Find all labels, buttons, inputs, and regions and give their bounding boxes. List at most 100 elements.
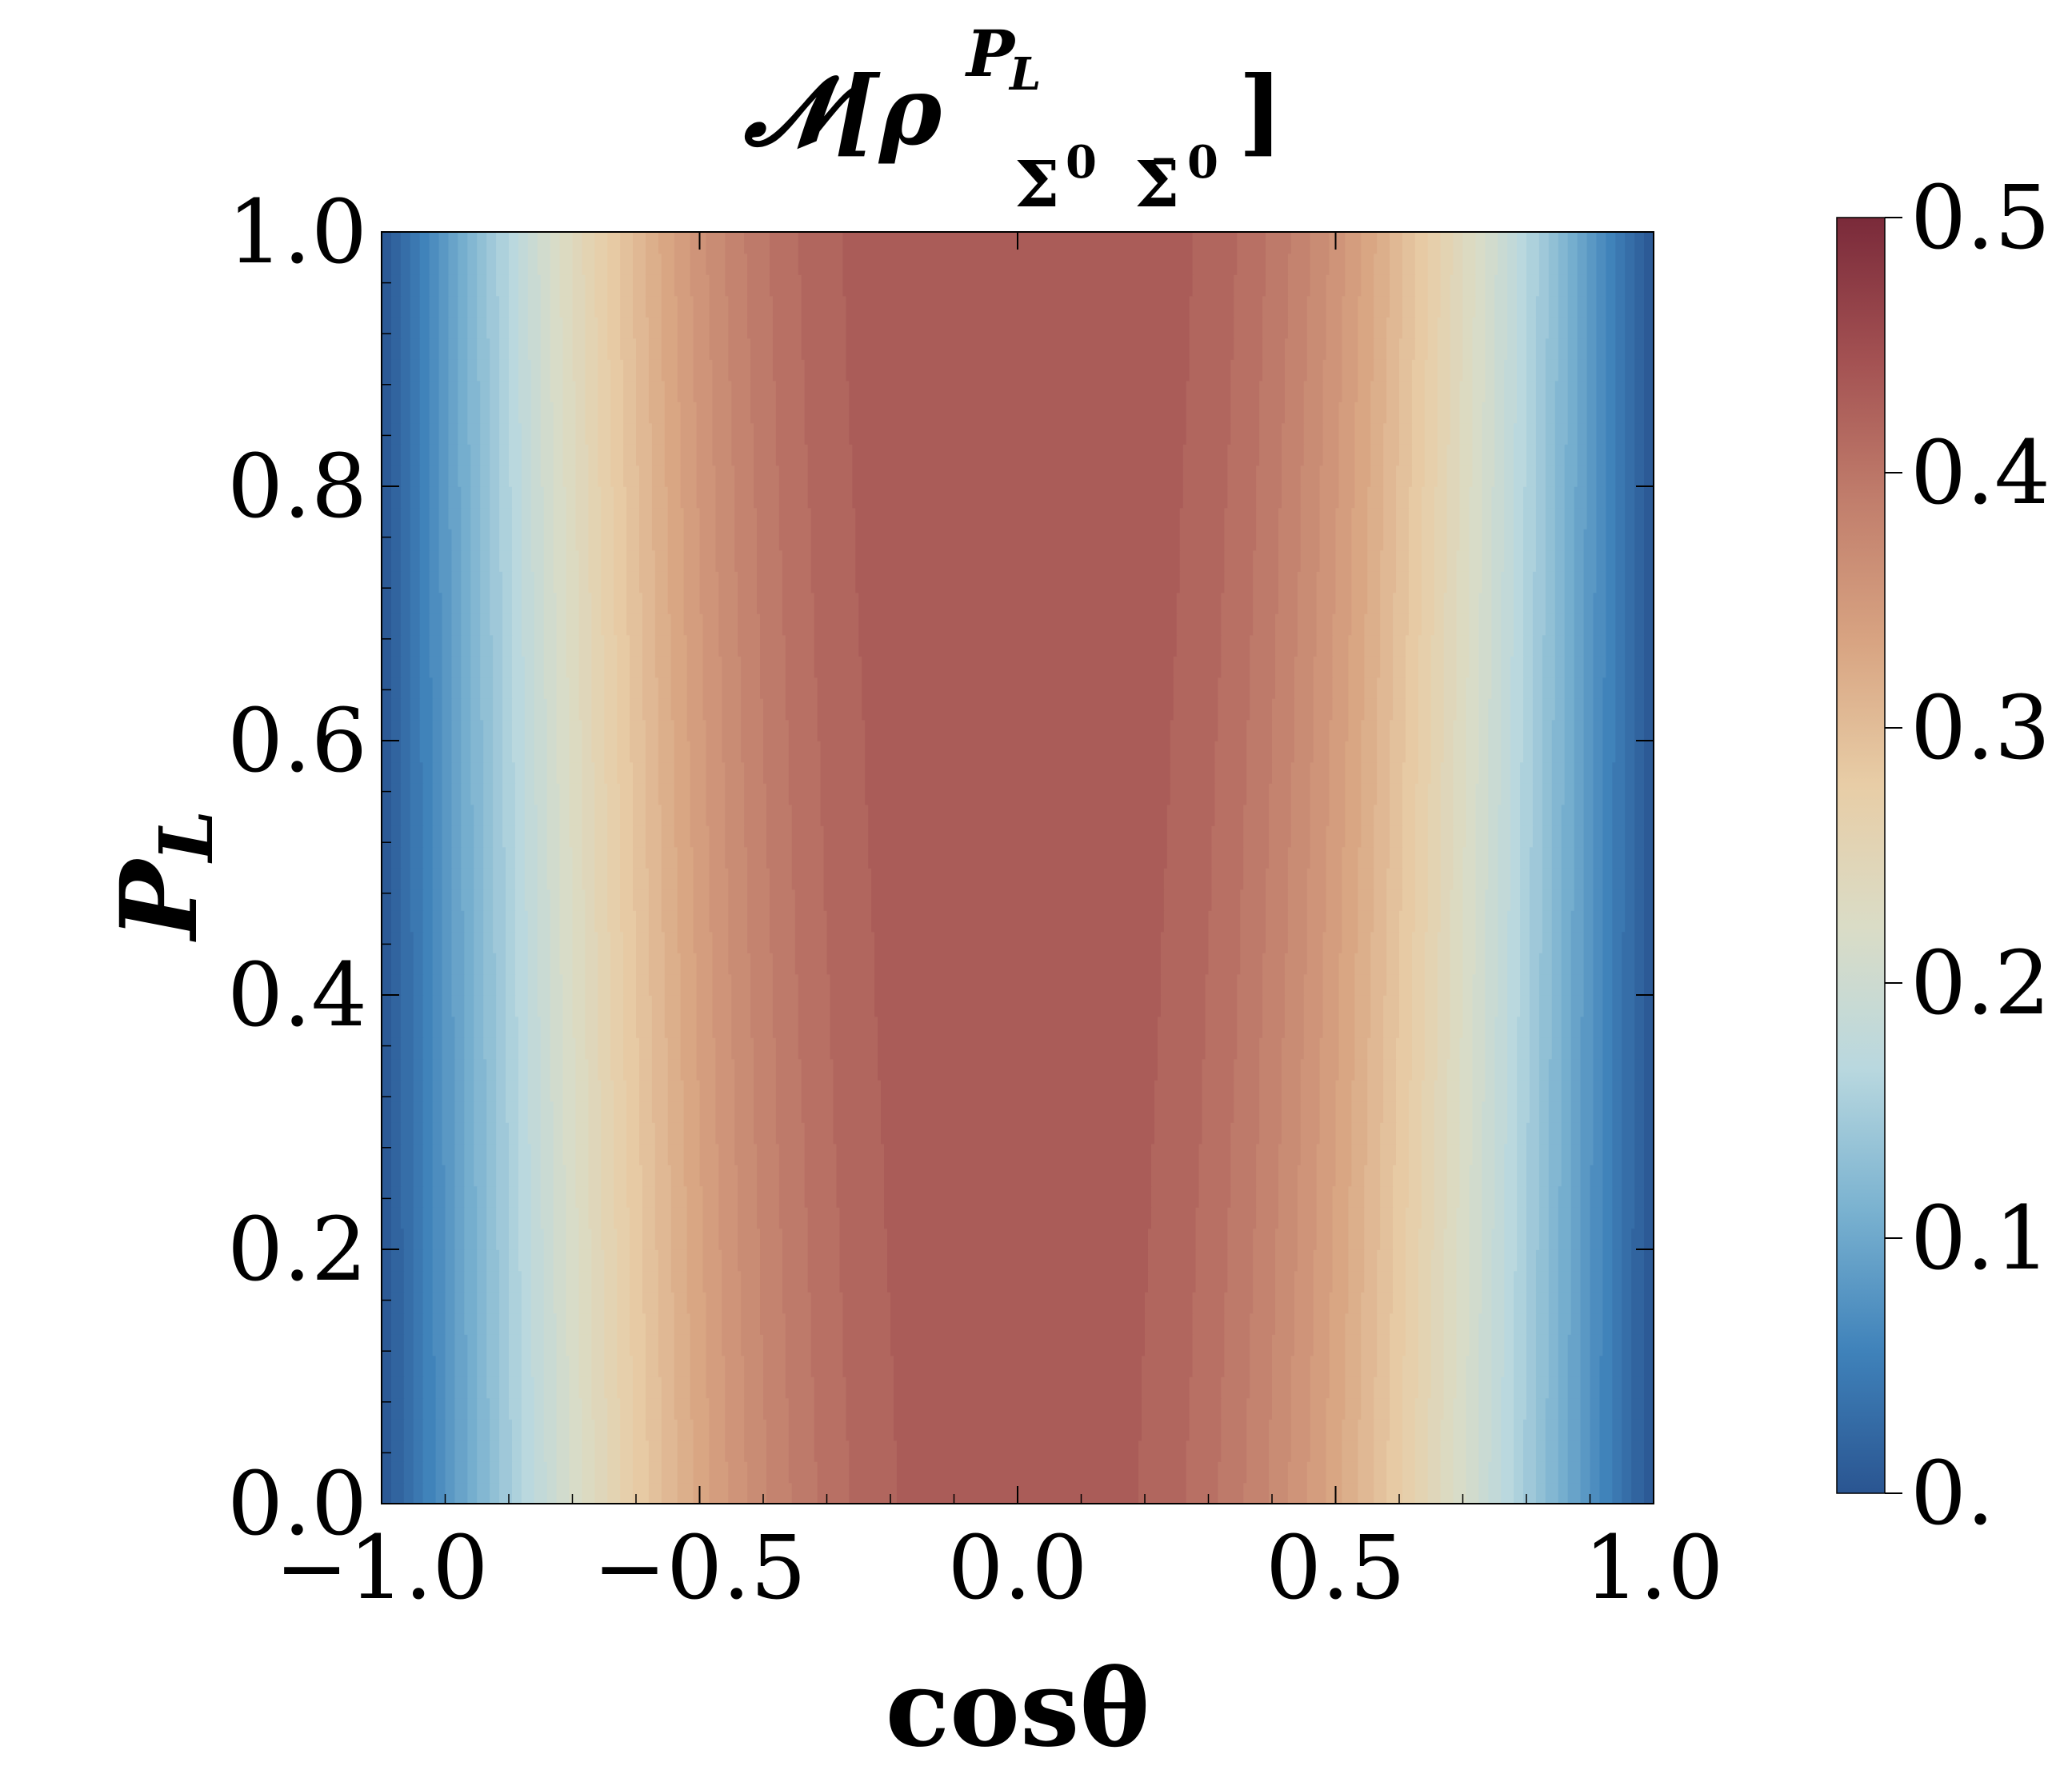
contour-cell [1411, 402, 1426, 424]
contour-cell [432, 1080, 443, 1102]
contour-cell [1488, 868, 1499, 890]
contour-cell [464, 1313, 478, 1335]
contour-cell [454, 1270, 466, 1293]
contour-cell [744, 1397, 764, 1420]
contour-cell [1478, 761, 1490, 784]
contour-cell [855, 507, 1181, 529]
contour-cell [382, 402, 392, 424]
contour-cell [506, 931, 516, 953]
contour-cell [454, 1037, 466, 1060]
contour-cell [747, 295, 774, 318]
contour-cell [594, 868, 609, 890]
contour-cell [1446, 1207, 1458, 1229]
contour-cell [454, 1016, 466, 1038]
contour-cell [537, 910, 551, 933]
contour-cell [1414, 338, 1429, 360]
contour-cell [686, 1292, 707, 1314]
contour-cell [607, 1397, 621, 1420]
contour-cell [521, 634, 535, 657]
contour-cell [1469, 1228, 1483, 1250]
contour-cell [772, 953, 796, 975]
contour-cell [530, 1313, 545, 1335]
contour-cell [1535, 486, 1546, 509]
contour-cell [1482, 571, 1493, 593]
contour-cell [788, 761, 822, 784]
contour-cell [1186, 422, 1232, 445]
contour-cell [645, 825, 662, 848]
contour-cell [556, 634, 567, 657]
contour-cell [543, 1292, 554, 1314]
contour-cell [1593, 698, 1604, 721]
contour-cell [794, 910, 828, 933]
contour-cell [620, 1461, 634, 1484]
contour-cell [1358, 889, 1374, 911]
contour-cell [467, 402, 482, 424]
contour-cell [1456, 677, 1467, 699]
contour-cell [1517, 1143, 1527, 1165]
contour-cell [1332, 1207, 1350, 1229]
contour-cell [543, 1397, 558, 1420]
contour-cell [1427, 868, 1442, 890]
contour-cell [1602, 1122, 1614, 1145]
contour-cell [1625, 444, 1635, 466]
contour-cell [1351, 507, 1369, 529]
contour-cell [400, 295, 411, 318]
contour-cell [1567, 295, 1578, 318]
contour-cell [1520, 783, 1534, 805]
contour-cell [1421, 1185, 1435, 1208]
contour-cell [1622, 995, 1635, 1017]
contour-cell [438, 422, 450, 445]
contour-cell [626, 613, 643, 636]
contour-cell [1644, 1143, 1654, 1165]
contour-cell [664, 465, 682, 487]
contour-cell [734, 486, 754, 509]
contour-cell [1434, 1101, 1448, 1123]
contour-cell [540, 359, 551, 382]
contour-cell [871, 910, 1165, 933]
contour-cell [633, 1376, 646, 1399]
contour-cell [461, 656, 472, 678]
contour-cell [620, 825, 634, 848]
contour-cell [1179, 529, 1226, 551]
contour-cell [1596, 338, 1607, 360]
contour-cell [1154, 1101, 1203, 1123]
contour-cell [537, 889, 551, 911]
contour-cell [1599, 1355, 1614, 1377]
contour-cell [518, 359, 532, 382]
contour-cell [496, 1207, 510, 1229]
contour-cell [1466, 1461, 1480, 1484]
contour-cell [1538, 1058, 1550, 1081]
contour-cell [1443, 698, 1458, 721]
contour-cell [562, 402, 577, 424]
contour-cell [451, 825, 462, 848]
contour-cell [738, 1165, 758, 1187]
contour-cell [598, 1016, 611, 1038]
contour-cell [1494, 274, 1508, 297]
contour-cell [1517, 1122, 1527, 1145]
contour-cell [788, 1461, 818, 1484]
contour-cell [486, 317, 500, 339]
contour-cell [518, 1249, 532, 1272]
contour-cell [1478, 719, 1490, 741]
contour-cell [445, 1292, 456, 1314]
contour-cell [400, 804, 411, 826]
contour-cell [540, 1016, 551, 1038]
contour-cell [502, 741, 513, 763]
contour-cell [1593, 804, 1604, 826]
contour-cell [763, 1355, 786, 1377]
contour-cell [1313, 719, 1330, 741]
contour-cell [429, 486, 440, 509]
contour-cell [591, 1334, 606, 1356]
contour-cell [480, 634, 494, 657]
contour-cell [1523, 1482, 1537, 1504]
contour-cell [1234, 317, 1263, 339]
contour-cell [1361, 825, 1374, 848]
contour-cell [461, 698, 472, 721]
contour-cell [1469, 592, 1480, 614]
contour-cell [400, 783, 411, 805]
contour-cell [1374, 825, 1390, 848]
contour-cell [1345, 1355, 1362, 1377]
contour-cell [1266, 931, 1289, 953]
contour-cell [788, 741, 822, 763]
contour-cell [791, 868, 825, 890]
